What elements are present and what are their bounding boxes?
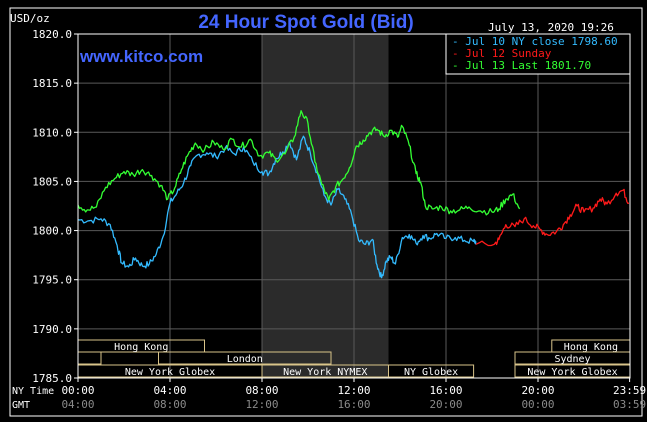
chart-title: 24 Hour Spot Gold (Bid) — [198, 12, 413, 33]
session-band-label: New York Globex — [125, 367, 215, 378]
x-tick-label-ny: 12:00 — [337, 384, 370, 397]
timestamp: July 13, 2020 19:26 — [488, 21, 614, 34]
y-tick-label: 1810.0 — [32, 126, 72, 139]
y-tick-label: 1800.0 — [32, 225, 72, 238]
session-band-label: New York Globex — [527, 367, 617, 378]
series-jul10-line — [77, 135, 477, 279]
session-band-label: New York NYMEX — [283, 367, 367, 378]
page-border — [9, 7, 643, 417]
x-tick-label-ny: 23:59 — [613, 384, 646, 397]
series-jul13-line — [77, 110, 521, 216]
x-tick-label-ny: 08:00 — [245, 384, 278, 397]
legend: - Jul 10 NY close 1798.60 - Jul 12 Sunda… — [445, 33, 631, 75]
x-tick-label-gmt: 12:00 — [245, 398, 278, 411]
y-tick-label: 1795.0 — [32, 274, 72, 287]
session-band-label: Sydney — [554, 354, 590, 365]
legend-box — [445, 33, 631, 75]
legend-entry-jul12: - Jul 12 Sunday — [452, 47, 552, 60]
y-axis-unit-label: USD/oz — [10, 12, 50, 25]
x-tick-label-ny: 16:00 — [429, 384, 462, 397]
session-band-label: London — [227, 354, 263, 365]
y-tick-label: 1785.0 — [32, 372, 72, 385]
x-tick-label-ny: 04:00 — [153, 384, 186, 397]
nymex-session-shading — [262, 34, 389, 378]
legend-entry-jul10: - Jul 10 NY close 1798.60 — [452, 35, 618, 48]
series-jul12-line — [475, 188, 630, 247]
x-row-label-gmt: GMT — [12, 400, 30, 411]
y-tick-label: 1820.0 — [32, 28, 72, 41]
session-band — [388, 364, 475, 378]
x-tick-label-gmt: 20:00 — [429, 398, 462, 411]
y-tick-label: 1805.0 — [32, 175, 72, 188]
x-tick-label-gmt: 03:59 — [613, 398, 646, 411]
session-band-label: NY Globex — [404, 367, 458, 378]
legend-entry-jul13: - Jul 13 Last 1801.70 — [452, 59, 591, 72]
x-tick-label-gmt: 00:00 — [521, 398, 554, 411]
x-tick-label-ny: 20:00 — [521, 384, 554, 397]
session-band-label: Hong Kong — [114, 342, 168, 353]
x-tick-label-gmt: 16:00 — [337, 398, 370, 411]
kitco-watermark: www.kitco.com — [79, 47, 203, 66]
y-tick-label: 1815.0 — [32, 77, 72, 90]
x-tick-label-gmt: 04:00 — [61, 398, 94, 411]
session-band-label: Hong Kong — [564, 342, 618, 353]
session-band — [158, 351, 332, 365]
x-tick-label-ny: 00:00 — [61, 384, 94, 397]
x-row-label-ny: NY Time — [12, 386, 54, 397]
x-tick-label-gmt: 08:00 — [153, 398, 186, 411]
y-tick-label: 1790.0 — [32, 323, 72, 336]
